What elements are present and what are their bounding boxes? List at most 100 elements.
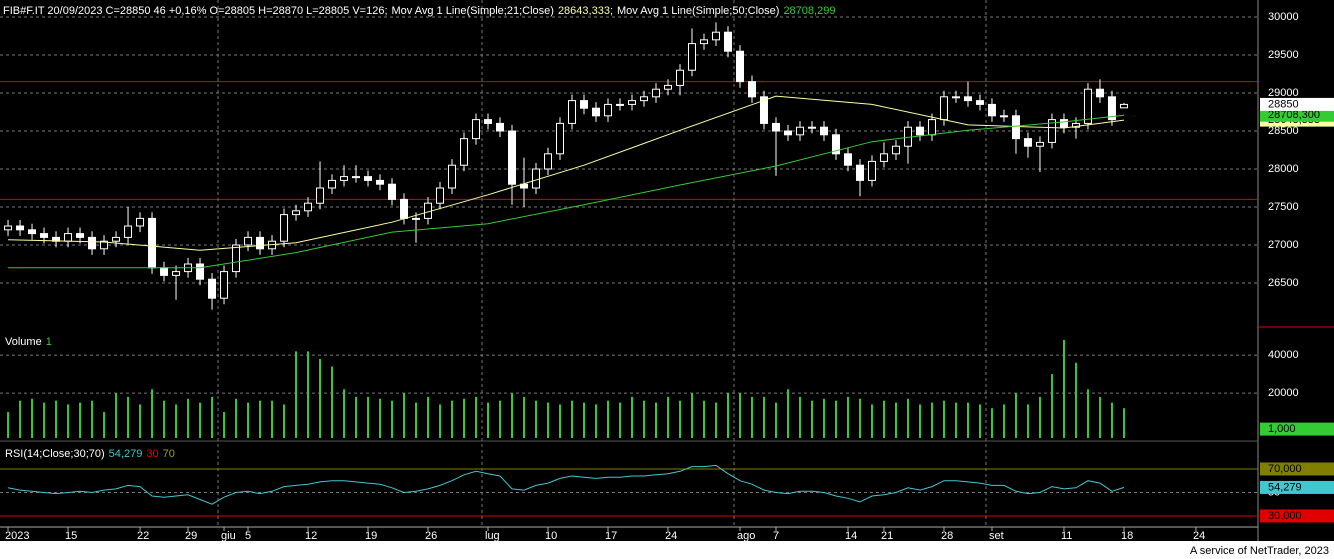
candle-body xyxy=(1119,103,1128,109)
volume-bar xyxy=(463,398,466,438)
candle-body xyxy=(867,160,876,181)
candle-body xyxy=(1095,88,1104,98)
volume-bar xyxy=(894,402,897,438)
candle-body xyxy=(639,96,648,102)
x-tick-label: 29 xyxy=(185,530,197,542)
x-tick-label: 19 xyxy=(365,530,377,542)
volume-bar xyxy=(127,396,130,438)
volume-bar xyxy=(846,396,849,438)
volume-title: Volume 1 xyxy=(5,336,52,348)
volume-bar xyxy=(762,396,765,438)
axis-value-box xyxy=(1260,108,1334,122)
candle-body xyxy=(400,198,409,219)
candle-body xyxy=(939,96,948,121)
volume-bar xyxy=(834,400,837,438)
candle-body xyxy=(604,103,613,117)
x-tick-label: 15 xyxy=(65,530,77,542)
volume-bar xyxy=(427,396,430,438)
volume-bar xyxy=(1014,393,1017,438)
candle-body xyxy=(795,126,804,136)
candle-body xyxy=(340,176,349,181)
candle-body xyxy=(436,187,445,204)
candle-body xyxy=(723,31,732,52)
candle-body xyxy=(1035,141,1044,147)
candle-body xyxy=(100,240,109,250)
candle-body xyxy=(663,84,672,90)
candle-body xyxy=(556,122,565,155)
volume-bar xyxy=(1026,404,1029,438)
candle-body xyxy=(124,225,133,238)
y-tick-label: 27000 xyxy=(1268,239,1299,251)
volume-bar xyxy=(79,402,82,438)
candle-body xyxy=(376,179,385,185)
volume-bar xyxy=(810,400,813,438)
x-tick-label: 11 xyxy=(1061,530,1072,542)
candle-body xyxy=(76,233,85,238)
candle-body xyxy=(196,263,205,280)
candle-body xyxy=(16,225,25,231)
candle-body xyxy=(364,176,373,181)
candle-body xyxy=(819,126,828,136)
candle-body xyxy=(1059,119,1068,128)
x-tick-label: lug xyxy=(485,530,500,542)
volume-bar xyxy=(702,400,705,438)
volume-bar xyxy=(283,404,286,438)
volume-bar xyxy=(415,402,418,438)
volume-bar xyxy=(906,398,909,438)
volume-bar xyxy=(223,412,226,438)
volume-bar xyxy=(738,393,741,438)
volume-bar xyxy=(535,400,538,438)
candle-body xyxy=(40,233,49,238)
candle-body xyxy=(280,214,289,242)
volume-bar xyxy=(822,398,825,438)
candle-body xyxy=(1083,88,1092,124)
volume-bar xyxy=(1062,340,1065,438)
volume-bar xyxy=(259,400,262,438)
candle-body xyxy=(1023,138,1032,147)
volume-bar xyxy=(199,402,202,438)
candle-body xyxy=(616,103,625,106)
candle-body xyxy=(88,236,97,250)
legend-name: Mov Avg 1 Line(Simple;21;Close) xyxy=(392,5,554,17)
candle-body xyxy=(987,103,996,117)
x-tick-label: 7 xyxy=(773,530,779,542)
header-info: FIB#F.IT 20/09/2023 C=28850 46 +0,16% O=… xyxy=(3,5,388,17)
candle-body xyxy=(244,236,253,246)
candle-body xyxy=(496,122,505,132)
volume-bar xyxy=(499,400,502,438)
volume-bar xyxy=(55,400,58,438)
candle-body xyxy=(831,134,840,155)
candle-body xyxy=(232,244,241,273)
candle-body xyxy=(4,225,13,231)
y-tick-label: 29500 xyxy=(1268,49,1299,61)
volume-bar xyxy=(583,402,586,438)
x-tick-label: 2023 xyxy=(5,530,29,542)
background xyxy=(0,0,1334,541)
candle-body xyxy=(1047,119,1056,143)
x-tick-label: giu xyxy=(221,530,236,542)
volume-bar xyxy=(978,404,981,438)
candle-body xyxy=(687,43,696,71)
last-price: 28850 xyxy=(1268,98,1299,110)
rsi-last-value: 54,279 xyxy=(1268,481,1302,493)
volume-bar xyxy=(295,351,298,438)
x-tick-label: 24 xyxy=(665,530,677,542)
candle-body xyxy=(627,100,636,105)
last-price-box xyxy=(1260,97,1334,111)
volume-bar xyxy=(654,402,657,438)
rsi-level-value-box xyxy=(1260,509,1334,523)
candle-body xyxy=(879,153,888,162)
candle-body xyxy=(1011,115,1020,140)
volume-bar xyxy=(175,404,178,438)
candle-body xyxy=(28,229,37,235)
x-tick-label: 28 xyxy=(941,530,953,542)
volume-bar xyxy=(619,402,622,438)
volume-bar xyxy=(642,400,645,438)
y-tick-label: 40000 xyxy=(1268,349,1299,361)
candle-body xyxy=(1107,96,1116,121)
legend-value: 28708,299 xyxy=(783,5,835,17)
y-tick-label: 20000 xyxy=(1268,387,1299,399)
volume-bar xyxy=(523,396,526,438)
rsi-level-value: 70,000 xyxy=(1268,463,1302,475)
candle-body xyxy=(747,81,756,98)
